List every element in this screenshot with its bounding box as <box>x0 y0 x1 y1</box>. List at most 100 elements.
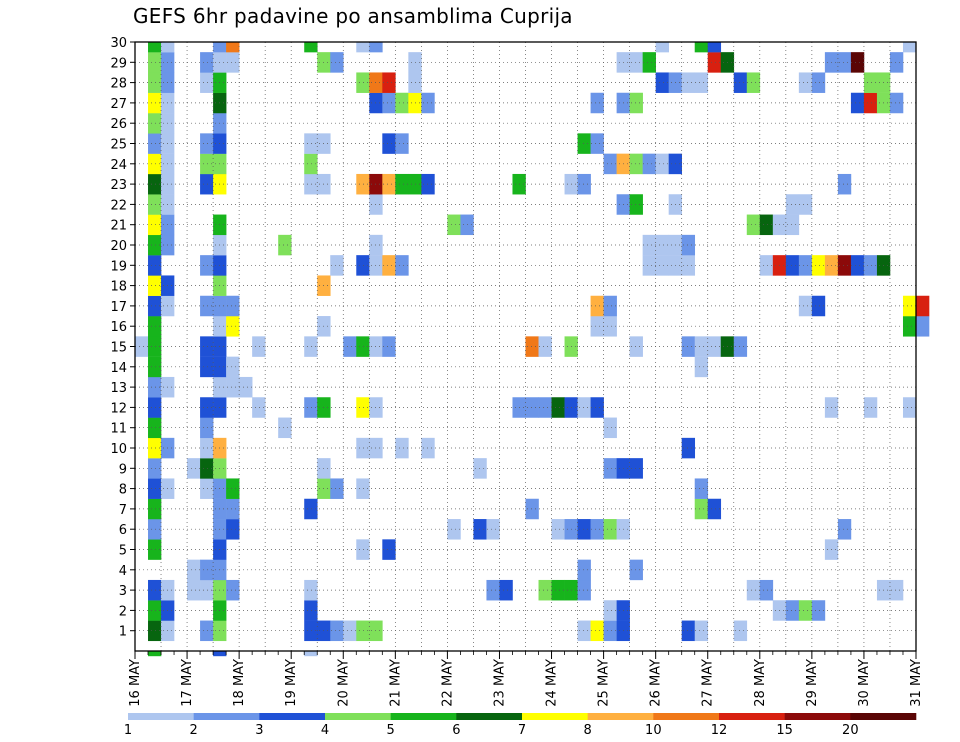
heatmap-cell <box>304 173 318 195</box>
heatmap-cell <box>382 133 396 154</box>
heatmap-cell <box>590 133 604 154</box>
heatmap-cell <box>304 579 318 601</box>
heatmap-cell <box>538 397 552 418</box>
heatmap-cell <box>916 316 930 337</box>
heatmap-cell <box>655 234 669 256</box>
heatmap-cell <box>252 336 266 357</box>
heatmap-cell <box>382 255 396 276</box>
y-tick-label: 27 <box>110 97 127 112</box>
heatmap-cell <box>148 417 162 439</box>
y-tick-label: 3 <box>119 584 127 599</box>
heatmap-cell <box>902 397 917 418</box>
heatmap-cell <box>226 42 240 53</box>
heatmap-cell <box>148 600 162 621</box>
heatmap-cell <box>798 600 813 621</box>
heatmap-cell <box>148 620 162 642</box>
x-tick-label: 20 MAY <box>336 659 351 707</box>
heatmap-cell <box>278 417 292 439</box>
heatmap-cell <box>447 519 461 540</box>
heatmap-cell <box>538 336 552 357</box>
chart-title: GEFS 6hr padavine po ansamblima Cuprija <box>133 4 573 28</box>
heatmap-cell <box>148 519 162 540</box>
heatmap-cell <box>863 255 878 276</box>
heatmap-cell <box>577 173 591 195</box>
heatmap-cell <box>577 519 591 540</box>
y-tick-label: 4 <box>119 564 127 579</box>
heatmap-cell <box>759 255 774 276</box>
y-tick-label: 23 <box>110 178 127 193</box>
y-tick-label: 17 <box>110 300 127 315</box>
heatmap-cell <box>356 255 370 276</box>
heatmap-cell <box>252 397 266 418</box>
heatmap-cell <box>486 519 500 540</box>
heatmap-cell <box>304 42 318 53</box>
heatmap-cell <box>525 498 539 520</box>
colorbar-label: 20 <box>842 723 859 738</box>
heatmap-cell <box>395 255 409 276</box>
heatmap-cell <box>421 92 435 114</box>
y-tick-label: 15 <box>110 341 127 356</box>
heatmap-cell <box>538 579 552 601</box>
heatmap-cell <box>525 397 539 418</box>
heatmap-cell <box>356 437 370 459</box>
y-tick-label: 8 <box>119 483 127 498</box>
heatmap-cell <box>798 295 813 317</box>
heatmap-cell <box>148 42 162 53</box>
heatmap-cell <box>694 72 709 93</box>
heatmap-cell <box>577 397 591 418</box>
heatmap-cell <box>642 255 656 276</box>
heatmap-cell <box>330 255 344 276</box>
heatmap-cell <box>889 52 904 73</box>
x-tick-label: 28 MAY <box>753 659 768 707</box>
heatmap-cell <box>889 579 904 601</box>
heatmap-cell <box>148 153 162 175</box>
y-tick-label: 30 <box>110 36 127 51</box>
heatmap-cell <box>681 336 696 357</box>
heatmap-cell <box>356 336 370 357</box>
colorbar-label: 2 <box>190 723 198 738</box>
heatmap-cell <box>811 295 826 317</box>
heatmap-cell <box>746 579 761 601</box>
heatmap-cell <box>148 579 162 601</box>
heatmap-cell <box>681 72 696 93</box>
y-tick-label: 9 <box>119 462 127 477</box>
heatmap-cell <box>200 153 214 175</box>
heatmap-cell <box>629 92 643 114</box>
heatmap-cell <box>603 620 617 642</box>
heatmap-cell <box>200 356 214 378</box>
heatmap-cell <box>733 620 748 642</box>
heatmap-cell <box>161 42 175 53</box>
heatmap-cell <box>148 194 162 215</box>
heatmap-cell <box>226 478 240 499</box>
heatmap-cell <box>655 153 669 175</box>
heatmap-cell <box>200 559 214 581</box>
y-tick-label: 11 <box>110 422 127 437</box>
heatmap-cell <box>213 651 227 657</box>
heatmap-cell <box>200 417 214 439</box>
x-tick-label: 25 MAY <box>597 659 612 707</box>
heatmap-cell <box>707 52 722 73</box>
heatmap-cell <box>200 478 214 499</box>
heatmap-cell <box>551 579 565 601</box>
heatmap-cell <box>629 559 643 581</box>
heatmap-cell <box>356 478 370 499</box>
colorbar-segment <box>193 713 260 720</box>
heatmap-cell <box>148 52 162 73</box>
heatmap-cell <box>382 539 396 560</box>
heatmap-cell <box>148 376 162 398</box>
heatmap-cell <box>148 72 162 93</box>
heatmap-cell <box>187 458 201 479</box>
heatmap-cell <box>603 458 617 479</box>
heatmap-cell <box>304 498 318 520</box>
heatmap-cell <box>395 173 409 195</box>
heatmap-cell <box>577 559 591 581</box>
heatmap-cell <box>148 173 162 195</box>
heatmap-cell <box>694 498 709 520</box>
heatmap-cell <box>356 173 370 195</box>
y-tick-label: 19 <box>110 259 127 274</box>
colorbar-segment <box>719 713 785 720</box>
heatmap-cell <box>798 255 813 276</box>
heatmap-cell <box>759 579 774 601</box>
y-tick-label: 5 <box>119 544 127 559</box>
